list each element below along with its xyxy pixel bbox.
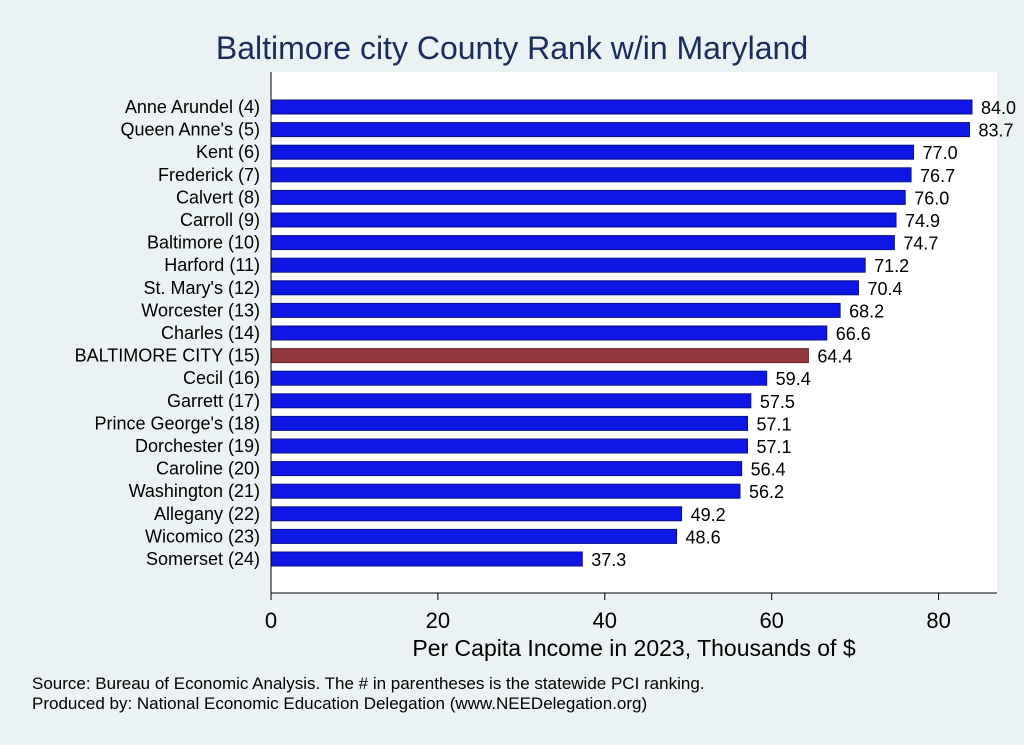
value-label: 74.9 [905,211,940,231]
bar [270,506,683,522]
category-label: Charles (14) [161,323,260,343]
category-label: Wicomico (23) [145,526,260,546]
value-label: 71.2 [874,256,909,276]
category-label: Dorchester (19) [135,436,260,456]
value-label: 57.1 [756,437,791,457]
bar [270,212,897,228]
category-label: St. Mary's (12) [144,278,260,298]
category-label: Worcester (13) [141,300,260,320]
category-label: Prince George's (18) [94,413,260,433]
x-tick-label: 0 [265,608,277,633]
bar [270,325,828,341]
category-label: Queen Anne's (5) [120,120,260,140]
category-label: Allegany (22) [154,504,260,524]
value-label: 37.3 [591,550,626,570]
bar [270,280,859,296]
category-label: Washington (21) [129,481,260,501]
bar [270,438,748,454]
category-label: Kent (6) [196,142,260,162]
bar [270,551,583,567]
bar [270,167,912,183]
bar [270,235,895,251]
category-label: BALTIMORE CITY (15) [75,346,260,366]
value-label: 76.7 [920,166,955,186]
value-label: 68.2 [849,301,884,321]
x-tick-label: 60 [759,608,783,633]
category-label: Harford (11) [164,255,260,275]
value-label: 59.4 [776,369,811,389]
value-label: 76.0 [914,188,949,208]
producer-note: Produced by: National Economic Education… [32,694,647,713]
value-label: 74.7 [903,234,938,254]
category-label: Frederick (7) [158,165,260,185]
category-label: Caroline (20) [156,459,260,479]
value-label: 57.1 [756,414,791,434]
bar [270,257,866,273]
value-label: 56.2 [749,482,784,502]
bar [270,483,741,499]
value-label: 48.6 [686,527,721,547]
bar [270,302,841,318]
x-axis-title: Per Capita Income in 2023, Thousands of … [412,635,855,661]
source-note: Source: Bureau of Economic Analysis. The… [32,674,705,693]
bar [270,122,970,138]
category-label: Carroll (9) [180,210,260,230]
x-tick-label: 40 [593,608,617,633]
x-tick-label: 20 [426,608,450,633]
chart-title: Baltimore city County Rank w/in Maryland [216,30,808,66]
value-label: 83.7 [978,121,1013,141]
value-label: 49.2 [691,505,726,525]
category-label: Calvert (8) [176,187,260,207]
bar [270,189,906,205]
category-label: Somerset (24) [146,549,260,569]
x-tick-label: 80 [926,608,950,633]
value-label: 57.5 [760,392,795,412]
bar [270,528,678,544]
category-label: Baltimore (10) [147,233,260,253]
value-label: 84.0 [981,98,1016,118]
category-label: Anne Arundel (4) [125,97,260,117]
bar [270,461,743,477]
value-label: 64.4 [817,347,852,367]
bar [270,393,752,409]
bar [270,144,915,160]
value-label: 70.4 [867,279,902,299]
category-label: Cecil (16) [183,368,260,388]
value-label: 66.6 [836,324,871,344]
bar [270,370,768,386]
value-label: 56.4 [751,460,786,480]
bar [270,99,973,115]
bar-highlight [270,348,809,364]
bar [270,415,748,431]
category-label: Garrett (17) [167,391,260,411]
value-label: 77.0 [923,143,958,163]
